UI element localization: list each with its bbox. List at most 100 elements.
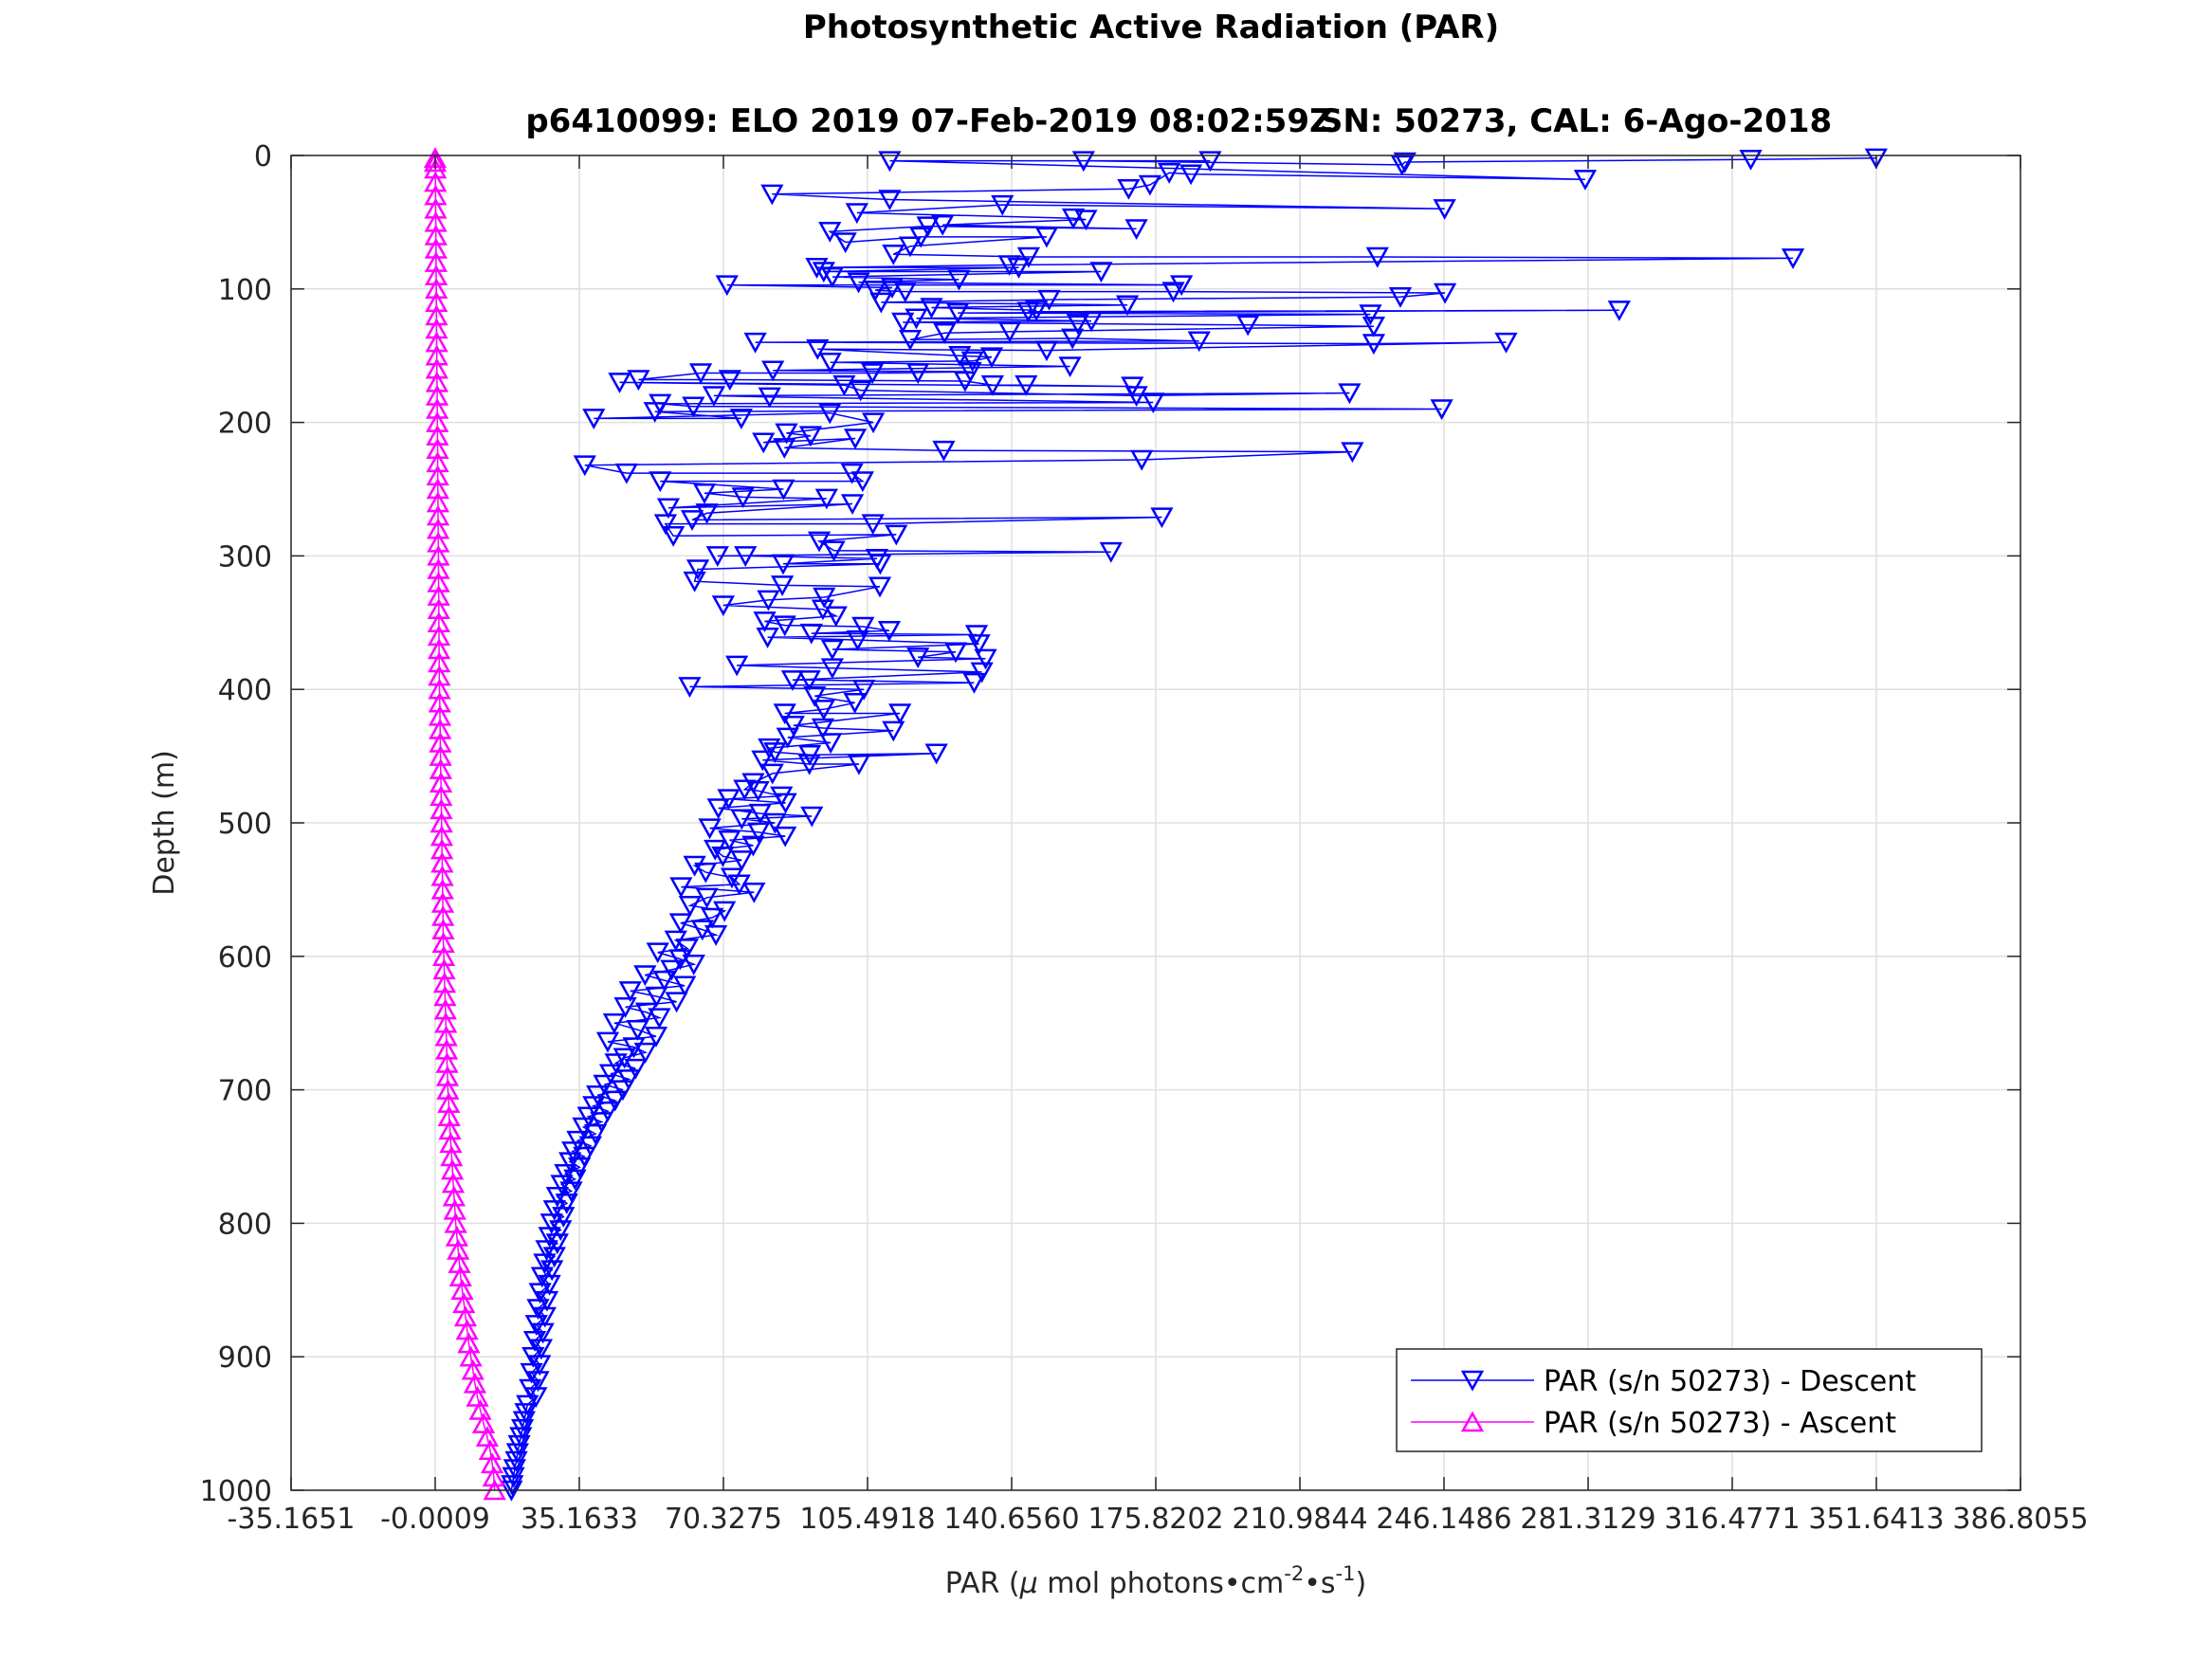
descent-point (542, 1247, 566, 1268)
ascent-point (435, 1065, 460, 1086)
x-tick-label: 246.1486 (1376, 1503, 1511, 1536)
ascent-point (424, 197, 448, 219)
descent-point (734, 546, 758, 567)
x-tick-label: -0.0009 (380, 1503, 490, 1536)
descent-point (545, 1186, 569, 1208)
descent-point (771, 554, 795, 575)
descent-point (662, 526, 686, 547)
descent-point (1150, 507, 1174, 529)
descent-point (1388, 286, 1413, 308)
ascent-point (452, 1292, 476, 1314)
descent-point (763, 812, 787, 834)
descent-point (678, 896, 702, 917)
descent-point (818, 352, 842, 374)
descent-point (1016, 301, 1040, 323)
ascent-point (427, 598, 450, 619)
legend-descent-marker (1460, 1370, 1485, 1392)
descent-point (648, 1008, 671, 1030)
descent-point (845, 203, 868, 225)
descent-point (979, 347, 1004, 369)
descent-point (970, 662, 994, 684)
x-axis-ticks: -35.1651 -0.0009 35.1633 70.3275 105.4918 140… (228, 155, 2089, 1536)
ascent-point (445, 1225, 469, 1247)
ascent-point (429, 772, 453, 793)
ascent-point (430, 785, 453, 807)
descent-point (1341, 442, 1364, 464)
ascent-point (427, 611, 451, 633)
ascent-point (426, 397, 449, 419)
ascent-point (425, 291, 448, 313)
ascent-point (437, 1105, 461, 1127)
descent-point (715, 275, 739, 297)
descent-point (1037, 289, 1061, 311)
descent-point (653, 514, 678, 536)
descent-point (624, 1058, 648, 1080)
descent-point (1016, 246, 1041, 268)
descent-point (818, 222, 842, 243)
x-tick-label: 210.9844 (1232, 1503, 1367, 1536)
descent-point (861, 514, 885, 536)
descent-point (880, 278, 905, 299)
descent-point (820, 658, 844, 680)
descent-point (573, 455, 596, 477)
descent-point (644, 1027, 668, 1048)
descent-point (626, 1019, 649, 1041)
descent-point (741, 835, 765, 857)
descent-point (668, 913, 693, 935)
descent-point (746, 780, 770, 802)
descent-point (997, 321, 1022, 343)
descent-point (864, 280, 887, 301)
ascent-point (430, 838, 454, 860)
descent-point (924, 743, 948, 765)
descent-point (943, 642, 968, 664)
descent-point (757, 590, 780, 611)
ascent-point (444, 1212, 467, 1233)
descent-point (846, 629, 869, 651)
descent-point (725, 655, 749, 677)
descent-point (885, 524, 908, 546)
y-tick-label: 200 (218, 408, 272, 441)
ascent-point (457, 1332, 481, 1354)
descent-point (1138, 174, 1161, 196)
descent-point (1433, 199, 1456, 220)
descent-point (743, 332, 767, 354)
descent-point (701, 907, 724, 929)
descent-point (840, 494, 865, 516)
ascent-point (443, 1198, 466, 1220)
descent-point (953, 371, 978, 392)
descent-point (595, 1031, 620, 1053)
descent-point (678, 677, 702, 698)
descent-point (731, 487, 755, 509)
descent-point (702, 386, 726, 408)
chart-subtitle-right: SN: 50273, CAL: 6-Ago-2018 (1320, 102, 1832, 140)
descent-point (618, 981, 642, 1002)
ascent-point (426, 425, 449, 446)
descent-point (752, 432, 776, 454)
descent-point (1058, 356, 1082, 378)
descent-point (931, 214, 955, 236)
descent-point (847, 754, 871, 775)
descent-point (704, 839, 727, 861)
descent-point (772, 479, 795, 501)
ascent-point (466, 1385, 489, 1407)
descent-point (695, 887, 719, 909)
descent-point (1124, 386, 1148, 408)
descent-point (820, 639, 844, 661)
descent-point (1124, 219, 1148, 241)
legend-descent-label: PAR (s/n 50273) - Descent (1544, 1365, 1916, 1398)
descent-point (705, 546, 729, 567)
descent-point (616, 1069, 641, 1090)
ascent-point (461, 1358, 484, 1380)
ascent-point (426, 504, 450, 526)
y-axis-ticks: 0 100 200 300 400 500 600 700 800 900 1000 (200, 140, 2020, 1508)
descent-point (773, 438, 796, 459)
ascent-series (423, 147, 506, 1501)
descent-point (1359, 304, 1382, 326)
descent-point (1158, 163, 1181, 184)
descent-point (861, 412, 886, 434)
descent-point (673, 975, 697, 997)
ascent-point (439, 1132, 463, 1154)
x-tick-label: 35.1633 (521, 1503, 638, 1536)
descent-point (550, 1175, 574, 1196)
